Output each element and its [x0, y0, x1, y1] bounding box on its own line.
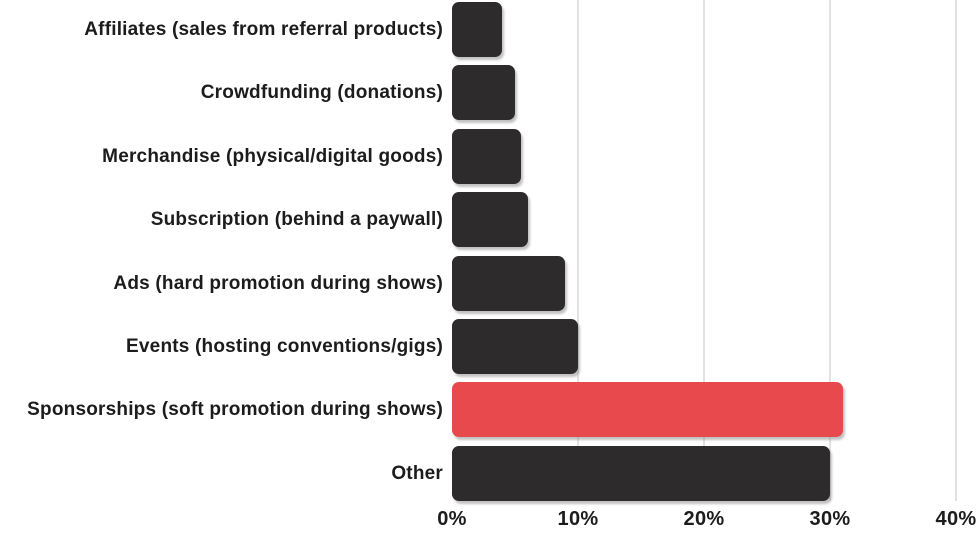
- category-label: Events (hosting conventions/gigs): [126, 336, 443, 357]
- chart-row: Subscription (behind a paywall): [0, 192, 980, 248]
- chart-row: Crowdfunding (donations): [0, 65, 980, 121]
- bar: [452, 445, 830, 501]
- category-label: Subscription (behind a paywall): [150, 209, 443, 231]
- chart-row: Sponsorships (soft promotion during show…: [0, 382, 980, 438]
- category-label: Merchandise (physical/digital goods): [102, 145, 443, 167]
- gridline: [703, 0, 705, 501]
- bar: [452, 192, 528, 248]
- category-label: Affiliates (sales from referral products…: [84, 19, 443, 40]
- bar: [452, 128, 522, 184]
- bar: [452, 2, 503, 57]
- bar: [452, 255, 566, 311]
- bar-highlighted: [452, 382, 843, 438]
- x-axis-tick-label: 20%: [683, 508, 725, 530]
- chart-row: Other: [0, 445, 980, 501]
- gridline: [829, 0, 831, 501]
- x-axis-tick-label: 30%: [809, 508, 851, 530]
- category-label: Ads (hard promotion during shows): [113, 272, 443, 294]
- chart-row: Merchandise (physical/digital goods): [0, 128, 980, 184]
- gridline: [577, 0, 579, 501]
- chart-row: Affiliates (sales from referral products…: [0, 2, 980, 57]
- chart-row: Events (hosting conventions/gigs): [0, 319, 980, 374]
- gridline: [955, 0, 957, 501]
- x-axis-tick-label: 40%: [935, 508, 977, 530]
- category-label: Crowdfunding (donations): [200, 82, 443, 104]
- x-axis-tick-label: 0%: [437, 508, 467, 530]
- x-axis-tick-label: 10%: [557, 508, 599, 530]
- bar: [452, 65, 515, 121]
- category-label: Sponsorships (soft promotion during show…: [27, 399, 443, 421]
- category-label: Other: [391, 462, 443, 484]
- chart-row: Ads (hard promotion during shows): [0, 255, 980, 311]
- bar: [452, 319, 578, 374]
